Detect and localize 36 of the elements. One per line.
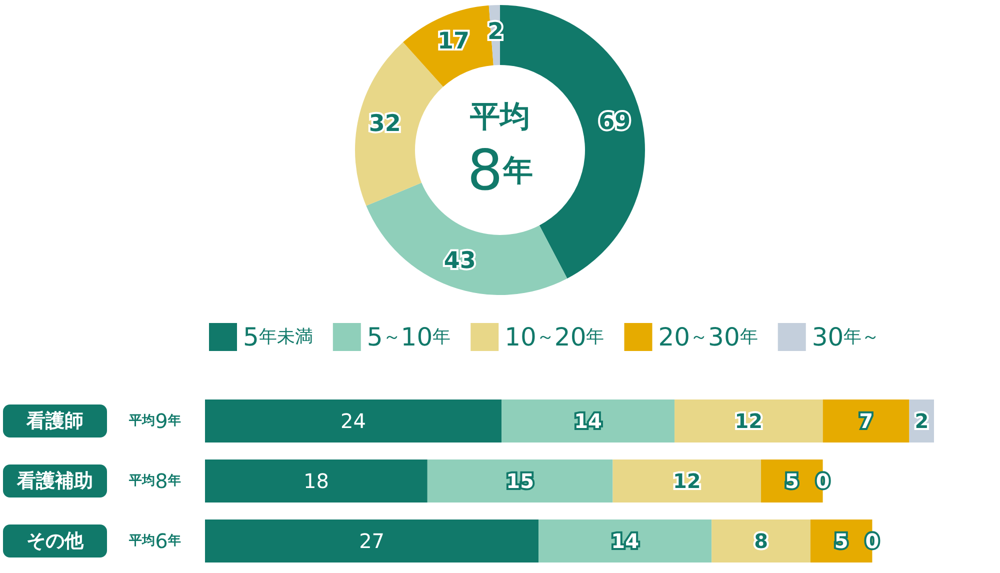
data-label: 69 xyxy=(598,108,631,135)
data-label: 7 xyxy=(859,409,874,433)
bar xyxy=(502,400,675,442)
legend-label: 5年未満 xyxy=(243,322,313,352)
data-label: 12 xyxy=(734,409,763,433)
data-label: 14 xyxy=(574,409,602,433)
data-label: 5 xyxy=(834,529,848,553)
data-label: 24 xyxy=(340,409,366,433)
bar xyxy=(205,400,502,442)
legend-label: 20～30年 xyxy=(658,322,758,352)
data-label: 43 xyxy=(444,248,476,274)
data-label: 18 xyxy=(303,469,329,493)
bar xyxy=(822,400,910,442)
y-tick-label: 看護補助 xyxy=(16,470,93,492)
data-label: 32 xyxy=(368,111,401,138)
bar xyxy=(427,460,613,502)
bar xyxy=(538,520,712,562)
bar xyxy=(712,520,810,562)
data-label: 2 xyxy=(914,409,929,433)
data-label: 12 xyxy=(672,469,701,493)
bar xyxy=(205,460,428,502)
bar xyxy=(205,520,539,562)
y-tick-label: その他 xyxy=(26,530,84,552)
y-tick-label: 看護師 xyxy=(26,410,84,432)
bar xyxy=(674,400,823,442)
data-label: 17 xyxy=(438,28,470,55)
legend-label: 5～10年 xyxy=(366,322,451,352)
data-label: 15 xyxy=(506,469,534,493)
legend-label: 10～20年 xyxy=(504,322,604,352)
legend-label: 30年～ xyxy=(812,322,880,352)
data-label: 14 xyxy=(611,529,640,553)
text: 平均 xyxy=(469,100,530,134)
bar xyxy=(612,460,762,502)
data-label: 27 xyxy=(359,529,385,553)
data-label: 5 xyxy=(784,469,799,493)
data-label: 8 xyxy=(754,529,768,553)
